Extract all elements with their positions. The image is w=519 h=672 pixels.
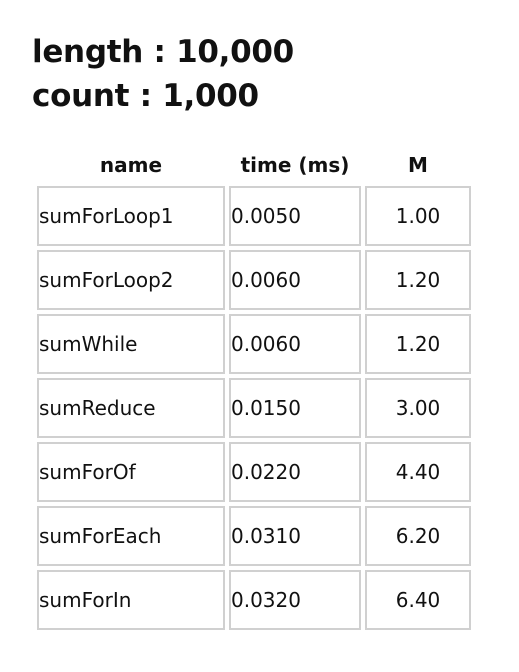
cell-name: sumForIn: [37, 570, 225, 630]
cell-name: sumForLoop1: [37, 186, 225, 246]
cell-m: 6.20: [365, 506, 471, 566]
cell-time: 0.0060: [229, 250, 361, 310]
cell-m: 1.20: [365, 314, 471, 374]
summary-heading: length : 10,000 count : 1,000: [32, 30, 294, 118]
table-row: sumForOf 0.0220 4.40: [37, 442, 471, 502]
cell-time: 0.0310: [229, 506, 361, 566]
table-row: sumForLoop1 0.0050 1.00: [37, 186, 471, 246]
count-label: count : 1,000: [32, 78, 259, 114]
cell-name: sumForOf: [37, 442, 225, 502]
column-header-m: M: [408, 153, 428, 177]
cell-m: 3.00: [365, 378, 471, 438]
length-label: length : 10,000: [32, 34, 294, 70]
cell-m: 4.40: [365, 442, 471, 502]
column-header-time: time (ms): [240, 153, 350, 177]
cell-m: 1.00: [365, 186, 471, 246]
table-row: sumForLoop2 0.0060 1.20: [37, 250, 471, 310]
cell-time: 0.0150: [229, 378, 361, 438]
table-row: sumForEach 0.0310 6.20: [37, 506, 471, 566]
header-row: name time (ms) M: [37, 148, 471, 182]
table-header: name time (ms) M: [37, 148, 471, 182]
cell-time: 0.0320: [229, 570, 361, 630]
table-body: sumForLoop1 0.0050 1.00 sumForLoop2 0.00…: [37, 186, 471, 630]
cell-name: sumWhile: [37, 314, 225, 374]
cell-time: 0.0050: [229, 186, 361, 246]
cell-name: sumForLoop2: [37, 250, 225, 310]
column-header-name: name: [99, 153, 163, 177]
table-row: sumForIn 0.0320 6.40: [37, 570, 471, 630]
benchmark-table: name time (ms) M sumForLoop1 0.0050 1.00…: [33, 144, 475, 634]
cell-time: 0.0060: [229, 314, 361, 374]
table-row: sumWhile 0.0060 1.20: [37, 314, 471, 374]
cell-name: sumReduce: [37, 378, 225, 438]
cell-time: 0.0220: [229, 442, 361, 502]
cell-m: 6.40: [365, 570, 471, 630]
table-row: sumReduce 0.0150 3.00: [37, 378, 471, 438]
cell-name: sumForEach: [37, 506, 225, 566]
cell-m: 1.20: [365, 250, 471, 310]
